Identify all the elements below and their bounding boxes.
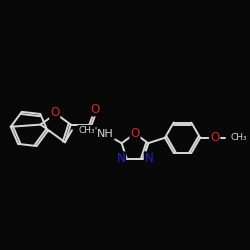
Text: O: O [210,131,219,144]
Text: N: N [145,152,154,165]
Text: O: O [130,127,140,140]
Text: O: O [90,102,100,116]
Text: O: O [50,106,59,118]
Text: CH₃: CH₃ [230,133,247,142]
Text: N: N [116,152,125,165]
Text: CH₃: CH₃ [78,126,95,135]
Text: NH: NH [97,129,114,139]
